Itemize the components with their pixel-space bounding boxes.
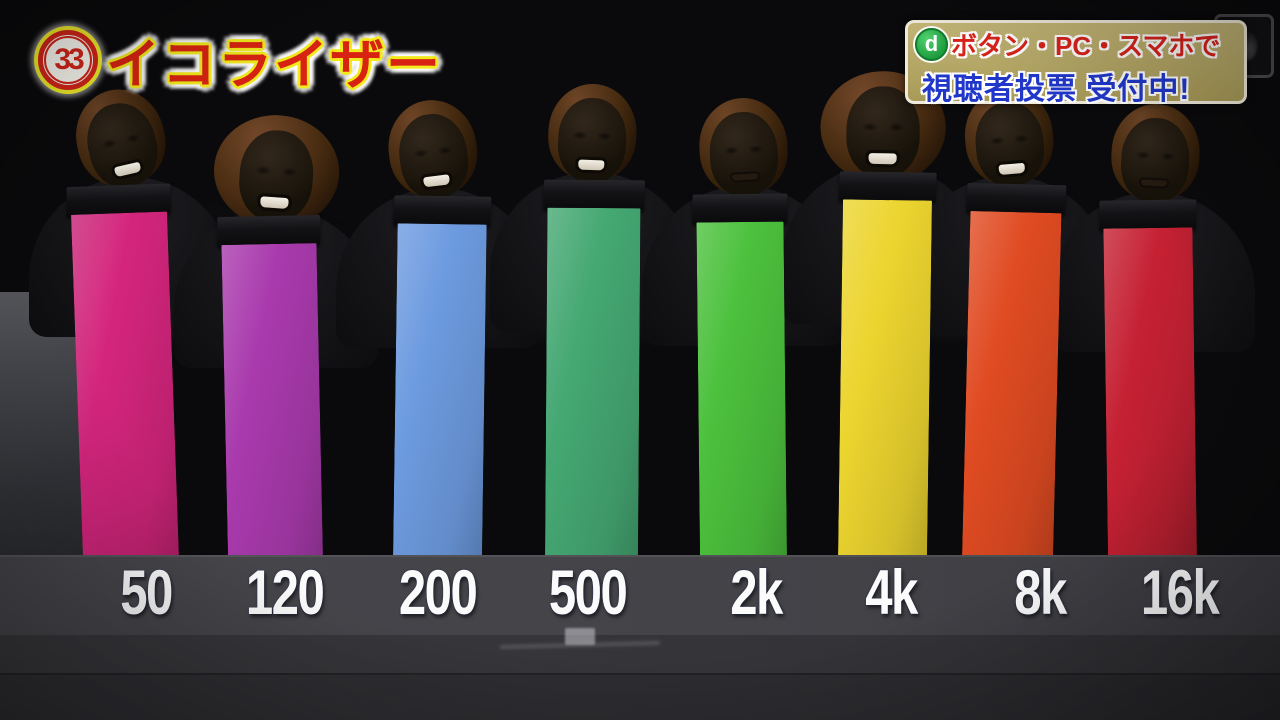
frequency-label-text: 200 — [399, 558, 478, 628]
frequency-label: 120 — [195, 557, 375, 633]
equalizer-bar — [838, 171, 937, 559]
performer-mouth — [577, 159, 604, 171]
equalizer-bar — [1099, 199, 1197, 559]
frequency-label-text: 8k — [1014, 558, 1067, 628]
vote-banner-row1: d ボタン・PC・スマホで — [913, 25, 1244, 63]
bar-top-cap — [692, 193, 788, 225]
frequency-label: 2k — [666, 557, 846, 633]
frequency-label: 50 — [56, 557, 236, 633]
frequency-label-band — [0, 555, 1280, 637]
viewer-vote-banner: d ボタン・PC・スマホで 視聴者投票 受付中! — [905, 20, 1247, 106]
frequency-label: 4k — [801, 557, 981, 633]
frequency-label: 16k — [1090, 557, 1270, 633]
segment-number-badge: 33 — [38, 29, 98, 90]
frequency-label-text: 4k — [865, 558, 918, 628]
frequency-label-text: 2k — [730, 558, 783, 628]
equalizer-bar — [66, 183, 179, 560]
vote-banner-line2: 視聴者投票 受付中! — [922, 73, 1191, 106]
equalizer-bar — [962, 182, 1067, 560]
frequency-label: 8k — [950, 557, 1130, 633]
bar-top-cap — [838, 171, 937, 203]
vote-banner-line1: ボタン・PC・スマホで — [951, 30, 1221, 61]
stage-floor-lower — [0, 675, 1280, 720]
equalizer-bar — [543, 179, 646, 559]
stage-floor-upper — [0, 635, 1280, 675]
bar-color-panel — [545, 207, 641, 559]
bar-top-cap — [1099, 199, 1197, 231]
bar-color-panel — [393, 223, 487, 559]
equalizer-bar — [393, 195, 492, 559]
frequency-label: 200 — [348, 557, 528, 633]
bar-color-panel — [1103, 227, 1197, 559]
bar-top-cap — [543, 179, 646, 211]
performer-mouth — [259, 196, 289, 209]
performer-mouth — [867, 153, 897, 165]
equalizer-bar — [692, 193, 788, 559]
bar-color-panel — [838, 199, 932, 559]
segment-title-text: イコライザー — [106, 35, 442, 95]
frequency-label-text: 16k — [1141, 558, 1220, 628]
bar-color-panel — [962, 210, 1062, 560]
d-button-icon: d — [915, 27, 948, 61]
bar-color-panel — [221, 243, 323, 559]
segment-number: 33 — [44, 35, 92, 84]
bar-top-cap — [393, 195, 492, 227]
frequency-label-text: 50 — [120, 558, 173, 628]
equalizer-bar — [217, 214, 323, 559]
frequency-label-text: 120 — [246, 558, 325, 628]
frequency-label: 500 — [498, 557, 678, 633]
performer-face — [556, 96, 628, 184]
bar-color-panel — [696, 221, 787, 559]
segment-title: 33 イコライザー — [38, 20, 442, 99]
frequency-label-text: 500 — [549, 558, 628, 628]
bar-color-panel — [70, 211, 179, 560]
floor-reflection-mark — [565, 628, 595, 645]
